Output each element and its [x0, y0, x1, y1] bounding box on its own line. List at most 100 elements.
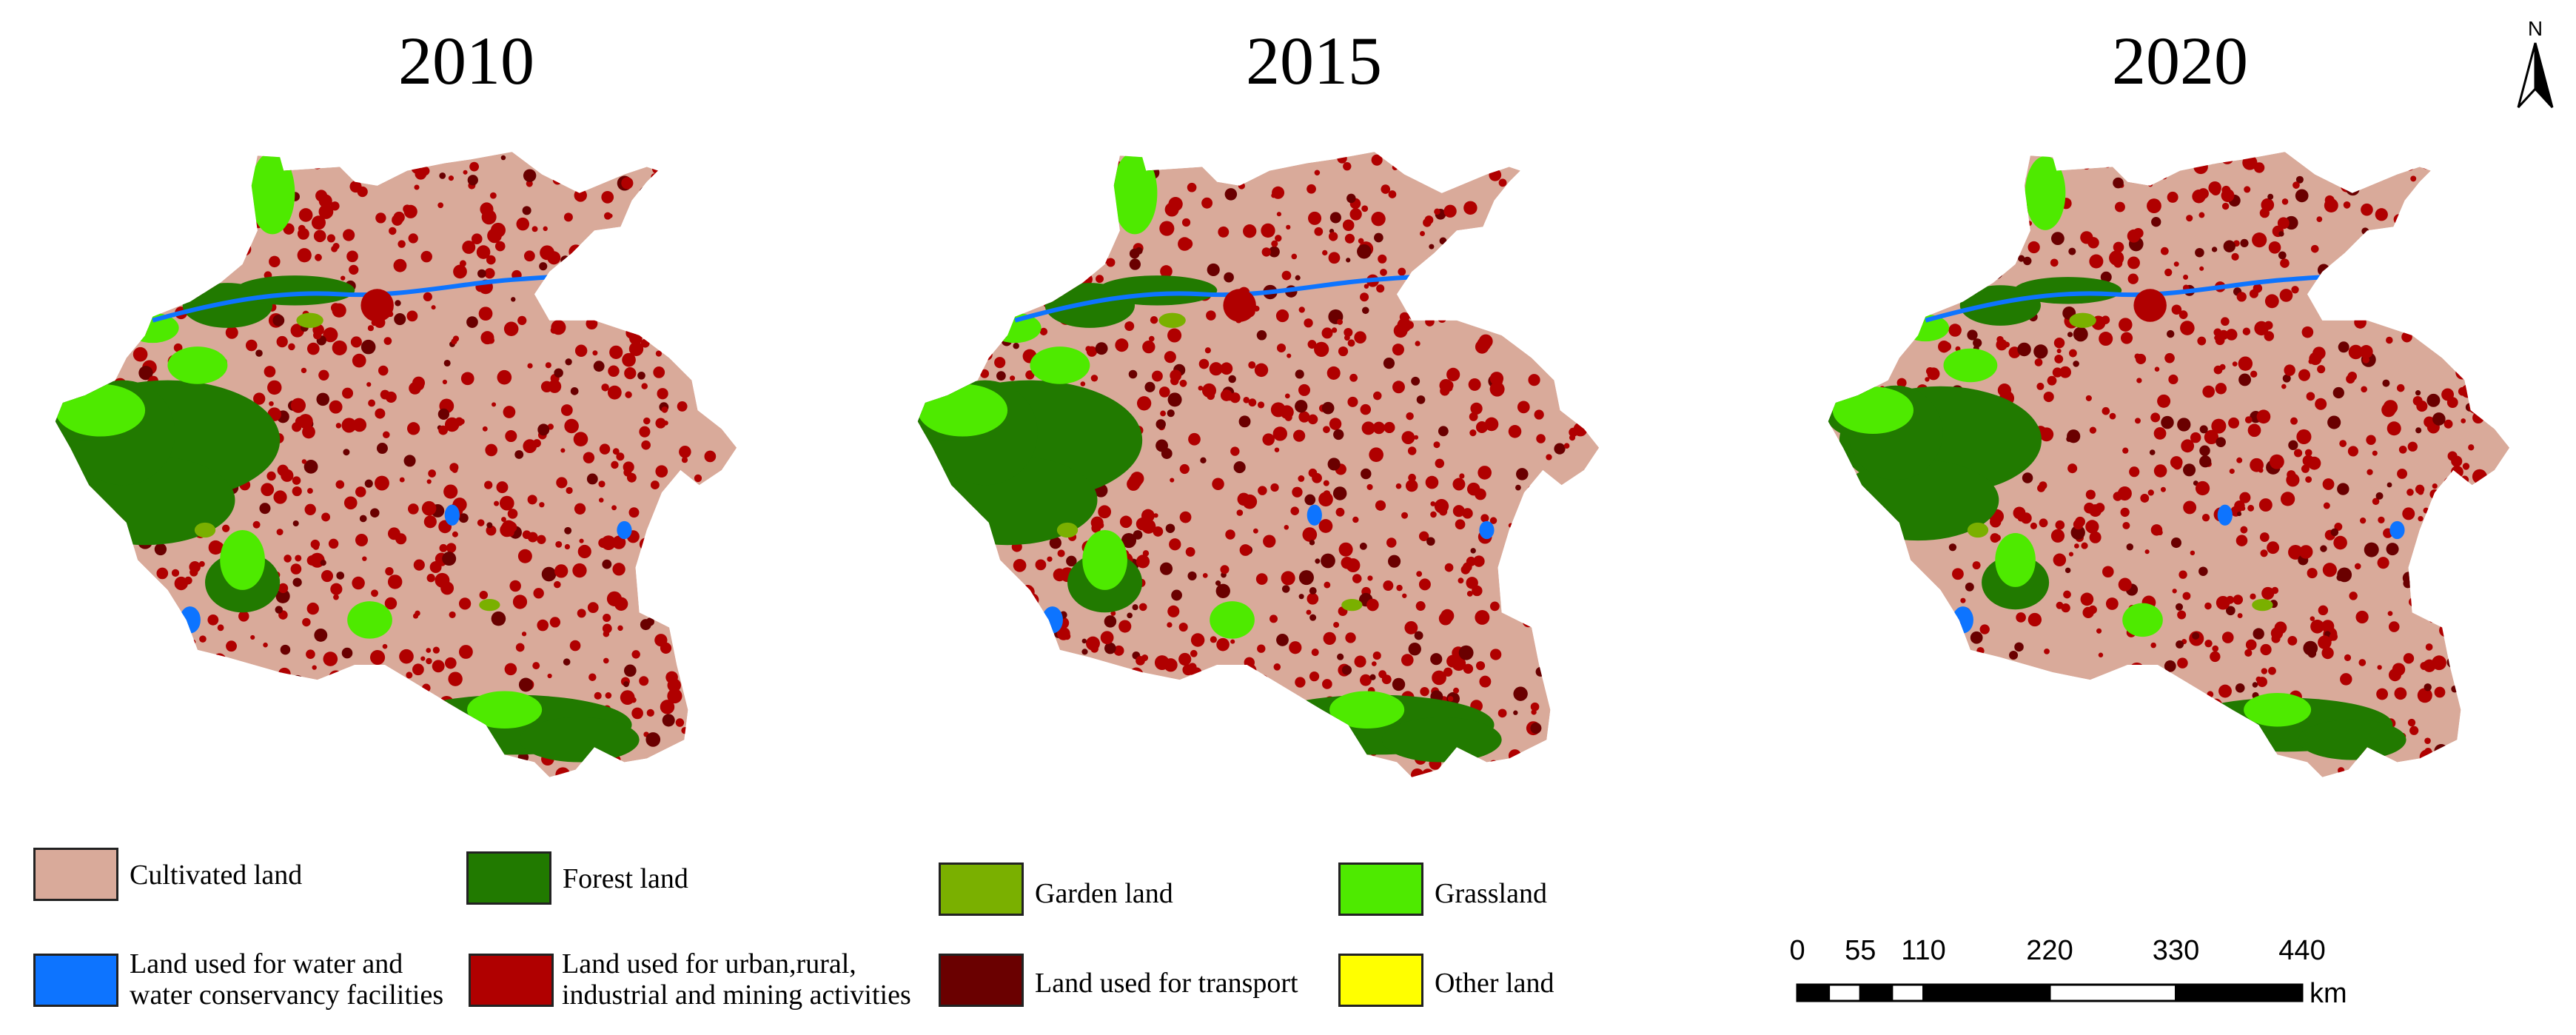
urban-patch [674, 228, 683, 237]
urban-patch [2017, 173, 2026, 183]
urban-patch [2461, 384, 2475, 398]
urban-patch [503, 321, 519, 337]
urban-patch [1011, 190, 1023, 202]
urban-patch [442, 552, 457, 566]
urban-patch [261, 483, 275, 497]
urban-patch [1201, 690, 1212, 702]
urban-patch [1902, 201, 1913, 211]
urban-patch [68, 207, 76, 216]
urban-patch [1276, 343, 1287, 353]
urban-patch [2259, 532, 2270, 542]
urban-patch [420, 693, 426, 699]
urban-patch [1554, 683, 1563, 692]
urban-patch [1549, 553, 1561, 565]
urban-patch [2489, 181, 2501, 193]
urban-patch [1534, 409, 1544, 420]
urban-patch [1230, 392, 1241, 403]
urban-patch [2344, 181, 2355, 191]
urban-patch [1289, 641, 1302, 654]
urban-patch [992, 694, 1004, 706]
urban-patch [2213, 365, 2223, 375]
urban-patch [1392, 164, 1398, 171]
urban-patch [671, 288, 679, 295]
urban-patch [1526, 515, 1540, 529]
urban-patch [2281, 198, 2289, 205]
urban-patch [1504, 281, 1515, 292]
urban-patch [1486, 421, 1492, 428]
urban-patch [1373, 391, 1382, 401]
urban-patch [2178, 570, 2187, 579]
urban-patch [1879, 311, 1884, 317]
urban-patch [366, 382, 372, 387]
urban-patch [1129, 258, 1141, 270]
urban-patch [2333, 535, 2347, 550]
urban-patch [2479, 677, 2490, 688]
urban-patch [639, 186, 654, 201]
urban-patch [979, 594, 992, 608]
urban-patch [2238, 356, 2253, 371]
urban-patch [68, 485, 74, 491]
urban-patch [435, 572, 450, 588]
urban-patch [1010, 375, 1016, 381]
urban-patch [2446, 167, 2457, 178]
urban-patch [699, 198, 711, 211]
map-2010 [44, 141, 755, 792]
urban-patch [459, 260, 466, 267]
urban-patch [611, 460, 619, 469]
urban-patch [378, 365, 389, 376]
urban-patch [2346, 181, 2360, 196]
scale-segment [1922, 983, 2051, 1002]
urban-patch [154, 543, 167, 556]
urban-patch [137, 663, 148, 673]
urban-patch [933, 485, 948, 500]
urban-patch [1136, 396, 1152, 411]
urban-patch [2113, 241, 2124, 253]
urban-patch [2318, 605, 2329, 616]
urban-patch [1911, 683, 1926, 698]
urban-patch [612, 563, 625, 576]
urban-patch [1314, 341, 1329, 357]
urban-patch [2177, 610, 2187, 620]
urban-patch [2427, 306, 2434, 313]
urban-patch [1053, 568, 1067, 582]
urban-patch [1916, 746, 1929, 758]
urban-patch [245, 339, 258, 352]
urban-patch [312, 665, 317, 670]
urban-patch [671, 514, 687, 529]
urban-patch [555, 767, 571, 777]
urban-patch [171, 569, 180, 577]
urban-patch [421, 500, 437, 516]
urban-patch [462, 240, 476, 254]
urban-patch [1337, 153, 1347, 164]
urban-patch [985, 566, 996, 577]
urban-patch [264, 673, 278, 686]
urban-patch [406, 310, 418, 322]
urban-patch [2211, 247, 2218, 252]
urban-patch [603, 613, 611, 623]
urban-patch [333, 594, 339, 600]
urban-patch [93, 317, 106, 330]
urban-patch [1153, 526, 1164, 537]
urban-patch [2416, 401, 2428, 412]
urban-patch [2102, 566, 2114, 578]
urban-patch [1895, 762, 1908, 775]
urban-patch [1395, 483, 1402, 489]
urban-patch [2472, 469, 2487, 484]
urban-patch [1243, 224, 1257, 238]
urban-patch [101, 600, 110, 609]
urban-patch [2110, 680, 2119, 689]
urban-patch [2425, 768, 2441, 777]
urban-patch [1345, 632, 1356, 643]
urban-patch [1127, 612, 1133, 619]
urban-patch [2073, 705, 2082, 714]
urban-patch [1360, 674, 1372, 686]
urban-patch [1430, 501, 1436, 506]
legend-label: Land used for transport [1035, 968, 1298, 999]
urban-patch [2387, 482, 2392, 488]
urban-patch [2170, 537, 2181, 549]
urban-patch [485, 443, 498, 457]
urban-patch [1948, 702, 1955, 709]
urban-patch [230, 243, 243, 255]
urban-patch [445, 657, 457, 669]
urban-patch [1888, 290, 1902, 304]
